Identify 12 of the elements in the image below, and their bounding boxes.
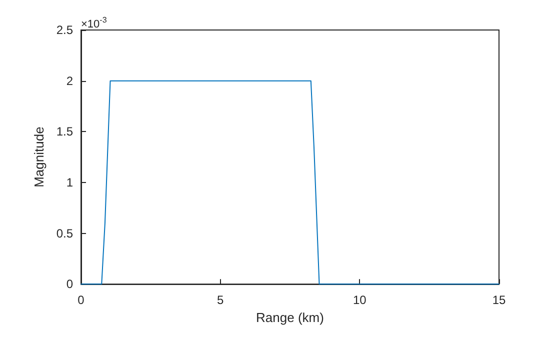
y-tick-label: 0 (66, 277, 74, 292)
x-tick-label: 15 (492, 293, 506, 308)
y-tick-label: 2.5 (56, 23, 74, 37)
y-tick-label: 1.5 (56, 124, 74, 139)
y-tick-label: 2 (66, 74, 74, 88)
y-tick-label: 1 (66, 175, 74, 190)
x-axis-title: Range (km) (256, 310, 324, 325)
x-tick-label: 10 (352, 293, 367, 308)
y-tick-label: 0.5 (56, 226, 74, 240)
x-tick-label: 5 (216, 293, 224, 308)
x-tick-label: 0 (78, 293, 85, 308)
y-axis-title: Magnitude (31, 126, 46, 188)
